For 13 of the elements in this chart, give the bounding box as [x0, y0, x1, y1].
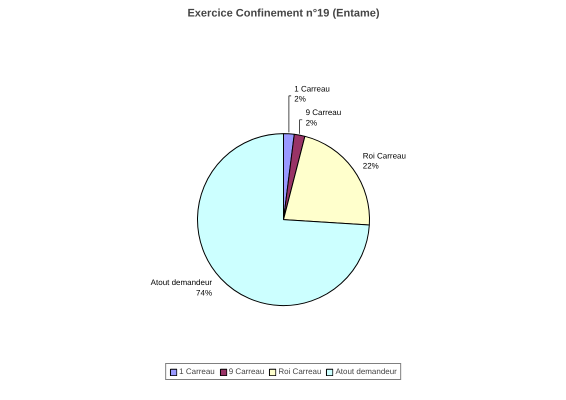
- data-label: 2%: [306, 118, 318, 128]
- legend-label: 1 Carreau: [179, 367, 215, 376]
- legend-label: Atout demandeur: [335, 367, 397, 376]
- data-label: 74%: [196, 288, 212, 298]
- data-label: 2%: [294, 94, 306, 104]
- slice-label: Roi Carreau: [362, 151, 406, 160]
- slice-label: 1 Carreau: [294, 84, 330, 94]
- slice-label: Atout demandeur: [150, 278, 212, 288]
- data-label: 22%: [362, 162, 379, 171]
- legend-label: 9 Carreau: [228, 367, 264, 376]
- legend-label: Roi Carreau: [278, 367, 322, 376]
- chart-title: Exercice Confinement n°19 (Entame): [187, 8, 380, 20]
- slice-label: 9 Carreau: [306, 108, 342, 118]
